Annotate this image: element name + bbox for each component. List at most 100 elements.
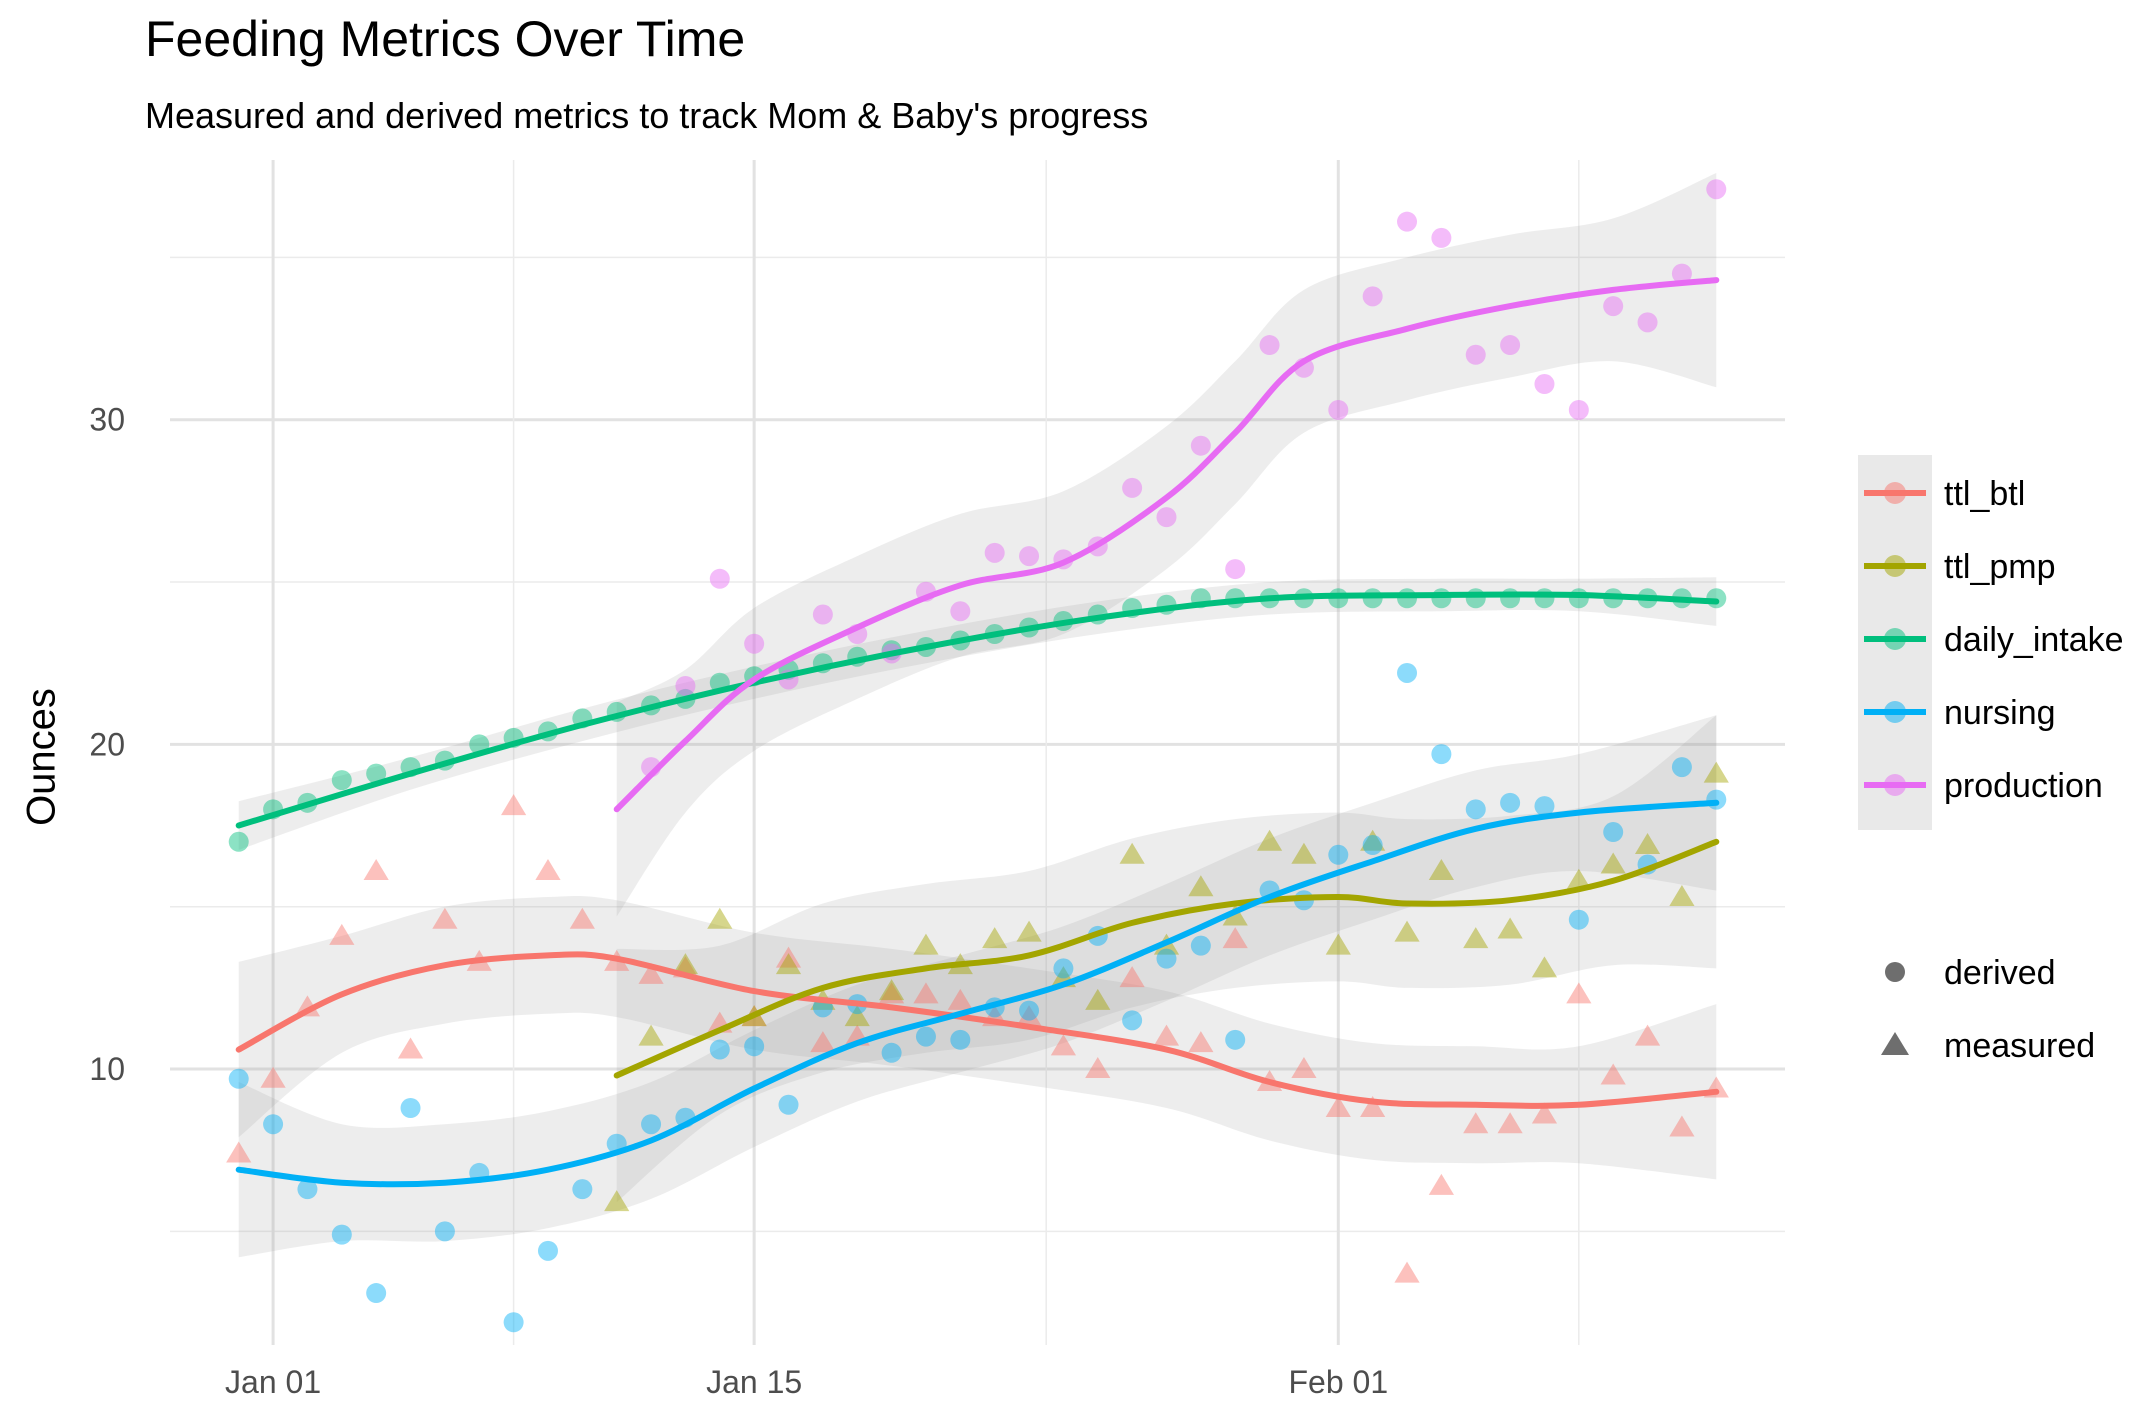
point-ttl_pmp — [1085, 988, 1111, 1010]
point-production — [1225, 559, 1246, 580]
legend-label-derived: derived — [1944, 954, 2056, 992]
point-ttl_btl — [260, 1066, 286, 1088]
point-daily_intake — [1465, 588, 1486, 609]
point-ttl_btl — [1360, 1096, 1386, 1117]
point-nursing — [1328, 844, 1349, 865]
point-nursing — [709, 1039, 730, 1060]
point-ttl_pmp — [775, 953, 802, 975]
point-ttl_pmp — [913, 933, 939, 955]
point-ttl_btl — [363, 859, 389, 880]
point-ttl_btl — [1669, 1115, 1695, 1137]
x-tick-label: Feb 01 — [1288, 1364, 1388, 1400]
point-ttl_btl — [1153, 1024, 1180, 1046]
confidence-band-ttl_btl — [238, 895, 1717, 1180]
point-ttl_pmp — [1325, 933, 1351, 955]
point-nursing — [434, 1221, 455, 1242]
point-ttl_btl — [638, 962, 664, 984]
point-ttl_btl — [1394, 1261, 1420, 1283]
point-ttl_pmp — [878, 979, 905, 1001]
point-nursing — [1603, 822, 1624, 843]
point-ttl_pmp — [1428, 859, 1454, 880]
point-ttl_pmp — [1600, 852, 1626, 874]
point-nursing — [950, 1029, 971, 1050]
confidence-band-daily_intake — [238, 577, 1717, 850]
point-ttl_btl — [1463, 1112, 1489, 1134]
point-ttl_pmp — [1188, 875, 1214, 897]
point-nursing — [572, 1179, 593, 1200]
point-ttl_btl — [1531, 1102, 1558, 1124]
point-daily_intake — [1500, 588, 1521, 609]
point-production — [1019, 546, 1040, 567]
y-tick-label: 10 — [89, 1051, 125, 1087]
point-ttl_btl — [1428, 1173, 1454, 1195]
point-ttl_btl — [1291, 1057, 1317, 1079]
confidence-band-nursing — [238, 715, 1717, 1258]
point-ttl_pmp — [1497, 917, 1523, 939]
point-ttl_pmp — [1669, 884, 1695, 906]
point-production — [1397, 211, 1418, 232]
point-daily_intake — [1431, 588, 1452, 609]
point-ttl_pmp — [1703, 761, 1729, 783]
point-ttl_pmp — [1222, 904, 1248, 926]
point-production — [1190, 435, 1211, 456]
point-ttl_pmp — [1463, 927, 1489, 949]
legend-label-measured: measured — [1944, 1027, 2095, 1065]
point-ttl_pmp — [1119, 842, 1145, 864]
point-daily_intake — [1397, 588, 1418, 609]
point-nursing — [1568, 909, 1589, 930]
point-production — [1362, 286, 1383, 307]
point-nursing — [228, 1068, 249, 1089]
legend-key-point-production — [1884, 774, 1906, 796]
y-tick-label: 20 — [89, 726, 125, 762]
point-nursing — [366, 1283, 387, 1304]
legend-shape-derived — [1885, 962, 1905, 982]
point-nursing — [915, 1026, 936, 1047]
point-nursing — [1362, 835, 1383, 856]
point-ttl_pmp — [844, 1005, 870, 1027]
point-daily_intake — [1568, 588, 1589, 609]
point-ttl_btl — [1222, 927, 1248, 949]
trend-line-production — [613, 277, 1720, 813]
point-nursing — [1190, 935, 1211, 956]
trend-line-nursing — [235, 799, 1720, 1188]
grid-lines — [170, 160, 1785, 1345]
chart-title: Feeding Metrics Over Time — [145, 11, 746, 67]
point-production — [1637, 312, 1658, 333]
point-production — [1500, 335, 1521, 356]
point-daily_intake — [366, 763, 387, 784]
legend-shape-measured — [1881, 1032, 1909, 1055]
point-nursing — [1225, 1029, 1246, 1050]
point-ttl_pmp — [1256, 829, 1283, 851]
point-nursing — [881, 1042, 902, 1063]
point-ttl_pmp — [1394, 920, 1420, 942]
point-ttl_pmp — [1566, 868, 1592, 890]
point-ttl_btl — [535, 859, 561, 880]
point-ttl_pmp — [707, 907, 733, 929]
point-ttl_pmp — [1531, 956, 1558, 978]
point-ttl_pmp — [1634, 833, 1661, 855]
x-tick-label: Jan 01 — [225, 1364, 321, 1400]
point-nursing — [641, 1114, 662, 1135]
point-nursing — [1431, 744, 1452, 765]
point-ttl_btl — [1566, 982, 1592, 1004]
point-nursing — [778, 1094, 799, 1115]
legend-label-production: production — [1944, 767, 2103, 805]
point-ttl_btl — [1085, 1057, 1111, 1079]
point-ttl_btl — [397, 1037, 424, 1059]
point-production — [1534, 374, 1555, 395]
point-production — [1259, 335, 1280, 356]
legend-label-ttl_btl: ttl_btl — [1944, 475, 2025, 513]
point-ttl_pmp — [638, 1024, 664, 1046]
point-nursing — [1706, 789, 1727, 810]
point-nursing — [331, 1224, 352, 1245]
point-production — [950, 601, 971, 622]
point-daily_intake — [228, 831, 249, 852]
point-ttl_btl — [569, 907, 595, 929]
point-production — [1122, 477, 1143, 498]
point-production — [1603, 296, 1624, 317]
legend-key-point-ttl_btl — [1884, 482, 1906, 504]
point-production — [709, 568, 730, 589]
point-production — [1431, 227, 1452, 248]
